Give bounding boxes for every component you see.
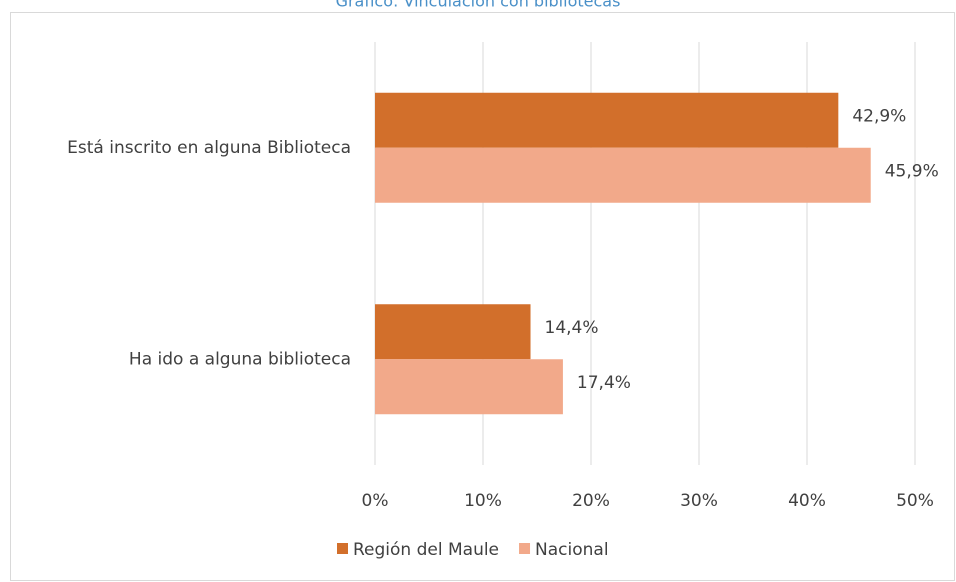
x-tick-label: 20% — [572, 491, 610, 511]
x-tick-label: 50% — [896, 491, 934, 511]
data-label: 14,4% — [545, 318, 599, 338]
x-tick-label: 40% — [788, 491, 826, 511]
bar — [375, 359, 563, 415]
bar — [375, 92, 839, 148]
y-tick-label: Está inscrito en alguna Biblioteca — [67, 138, 351, 158]
chart-title: Gráfico: Vinculación con bibliotecas — [336, 0, 621, 11]
data-label: 45,9% — [885, 161, 939, 181]
y-tick-label: Ha ido a alguna biblioteca — [129, 349, 351, 369]
x-tick-label: 30% — [680, 491, 718, 511]
bar — [375, 147, 871, 203]
data-label: 42,9% — [852, 106, 906, 126]
legend-label: Región del Maule — [353, 540, 499, 560]
data-label: 17,4% — [577, 373, 631, 393]
legend-swatch — [337, 543, 348, 554]
x-tick-label: 0% — [362, 491, 389, 511]
legend-label: Nacional — [535, 540, 609, 560]
legend-swatch — [519, 543, 531, 554]
x-tick-label: 10% — [464, 491, 502, 511]
bar — [375, 304, 531, 360]
